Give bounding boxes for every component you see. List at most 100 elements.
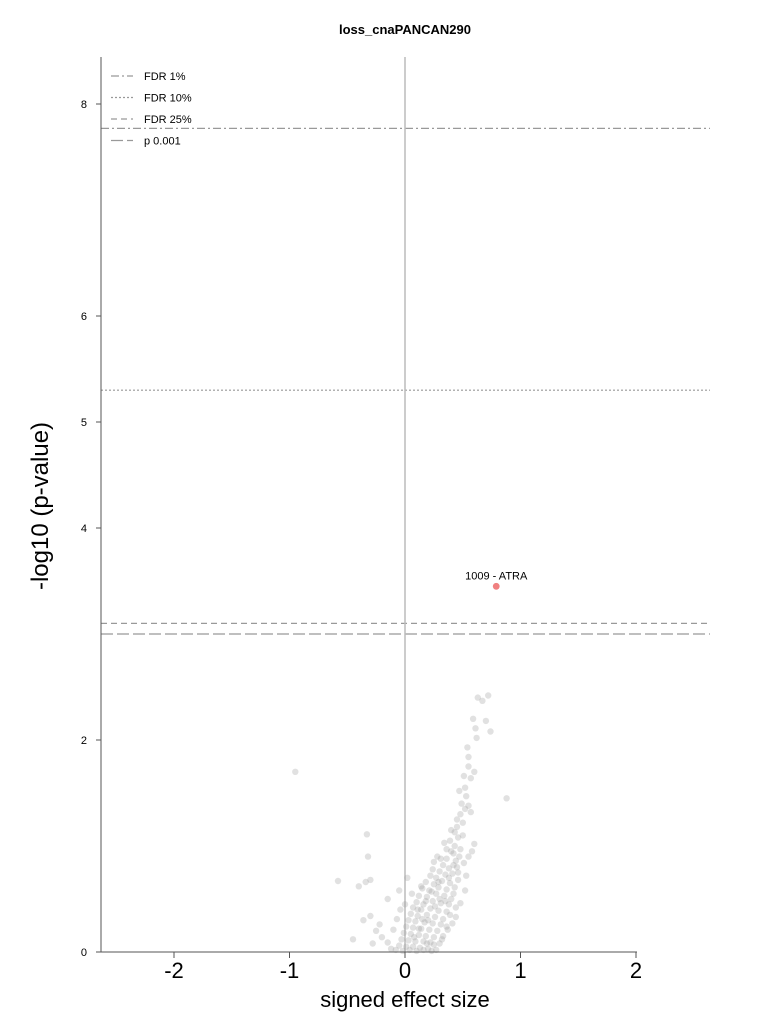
data-point (393, 915, 401, 923)
data-point (403, 923, 410, 930)
data-point (409, 924, 417, 931)
data-point (445, 865, 453, 872)
data-point (429, 920, 436, 927)
x-tick-label: -1 (280, 958, 300, 983)
data-point (412, 918, 419, 925)
data-point (435, 907, 442, 914)
data-point (409, 904, 417, 911)
data-point (430, 934, 438, 941)
data-point (418, 883, 425, 890)
data-point (452, 913, 459, 921)
data-point (461, 784, 469, 791)
data-point (367, 912, 374, 920)
data-point (408, 890, 416, 897)
data-point (397, 906, 404, 913)
data-point (446, 837, 454, 844)
data-point (434, 927, 441, 934)
data-point (390, 926, 397, 933)
y-axis: 0 2 4 5 6 8 (81, 57, 102, 959)
data-point (443, 855, 450, 862)
data-point (451, 829, 458, 836)
data-point (443, 923, 450, 930)
y-tick-label: 5 (81, 417, 87, 429)
data-point (384, 939, 391, 946)
data-point (435, 884, 442, 891)
highlight-label: 1009 - ATRA (465, 570, 528, 582)
y-tick-label: 0 (81, 947, 87, 959)
data-point (427, 905, 434, 912)
data-point (460, 772, 468, 780)
data-point (405, 937, 412, 944)
data-point (427, 872, 434, 879)
data-point (422, 897, 429, 905)
data-point (437, 921, 444, 928)
data-point (439, 915, 447, 923)
data-point (424, 945, 432, 952)
data-point (467, 775, 474, 782)
data-point (446, 911, 454, 919)
data-point (349, 936, 357, 943)
data-point (437, 855, 444, 862)
legend-label: p 0.001 (144, 136, 181, 148)
data-point (474, 694, 481, 701)
data-point (400, 929, 407, 937)
data-point (443, 846, 450, 853)
data-point (452, 857, 459, 864)
data-point (465, 853, 472, 860)
data-point (457, 811, 464, 818)
data-point (407, 930, 414, 938)
y-tick-label: 8 (81, 99, 87, 111)
data-point (479, 697, 486, 704)
highlight-point (492, 582, 500, 590)
data-point (453, 823, 461, 831)
data-point (415, 925, 423, 932)
data-point (471, 840, 478, 848)
data-point (442, 871, 449, 878)
data-point (396, 887, 403, 894)
data-point (457, 900, 464, 907)
data-point (457, 846, 464, 853)
data-point (450, 850, 457, 857)
data-point (441, 892, 448, 899)
data-point (422, 878, 429, 886)
data-point (454, 834, 462, 841)
data-point (461, 805, 469, 813)
data-point (428, 888, 435, 895)
data-point (413, 899, 420, 906)
data-point (439, 932, 447, 940)
data-point (418, 925, 425, 932)
data-point (445, 901, 453, 908)
data-point (424, 917, 432, 924)
data-point (413, 947, 420, 955)
data-point (456, 853, 463, 860)
data-point (448, 848, 455, 855)
data-point (442, 897, 449, 905)
data-point (456, 787, 463, 795)
data-point (378, 934, 386, 941)
data-point (463, 793, 470, 800)
data-point (453, 816, 461, 823)
data-point (384, 895, 391, 903)
data-point (434, 853, 441, 860)
data-point (418, 906, 425, 913)
data-point (473, 734, 480, 742)
data-point (453, 864, 461, 871)
data-point (450, 890, 457, 897)
y-tick-label: 6 (81, 311, 87, 323)
data-point (461, 887, 469, 894)
data-point (463, 872, 470, 879)
data-point (472, 725, 479, 732)
data-point (448, 895, 455, 903)
x-tick-label: 0 (399, 958, 411, 983)
data-point (334, 877, 342, 885)
data-point (401, 901, 409, 908)
data-point (441, 839, 448, 846)
data-point (427, 939, 434, 946)
legend-label: FDR 10% (144, 93, 192, 105)
data-point (433, 874, 440, 881)
legend-label: FDR 1% (144, 71, 186, 83)
data-point (420, 901, 427, 908)
data-point (464, 744, 471, 751)
data-points (292, 692, 510, 955)
